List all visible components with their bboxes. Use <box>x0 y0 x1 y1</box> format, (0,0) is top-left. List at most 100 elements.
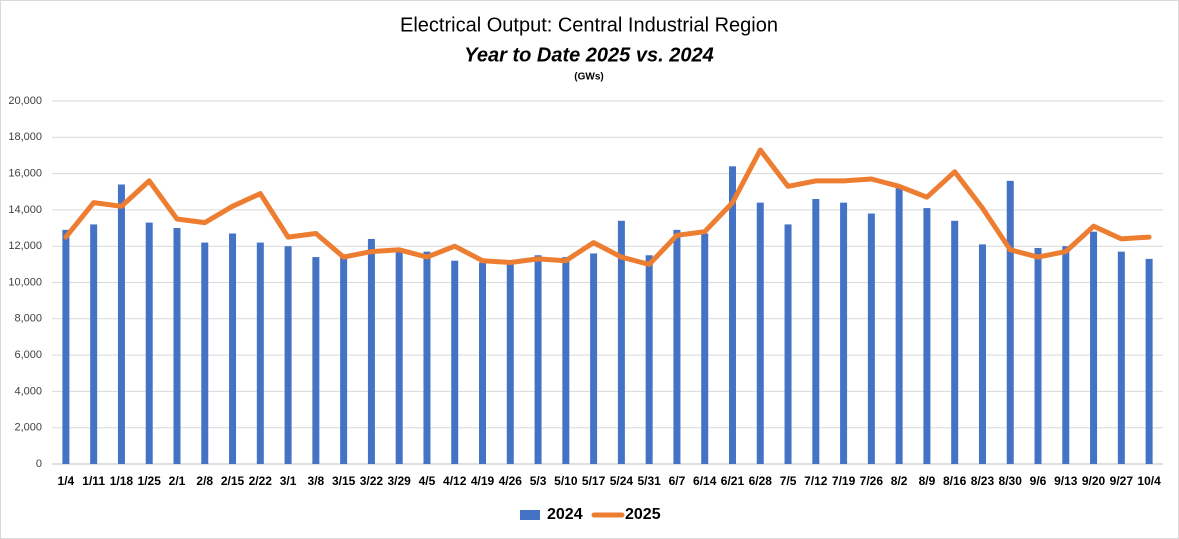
x-tick-label: 6/7 <box>669 474 686 488</box>
x-tick-label: 5/24 <box>610 474 634 488</box>
bar <box>534 255 542 464</box>
bar <box>784 224 792 464</box>
x-tick-label: 1/4 <box>58 474 75 488</box>
x-tick-label: 3/15 <box>332 474 356 488</box>
bar <box>867 213 875 464</box>
bar <box>756 202 764 464</box>
bar <box>590 253 598 464</box>
legend-swatch <box>520 510 540 520</box>
y-tick-label: 10,000 <box>8 276 42 288</box>
x-tick-label: 10/4 <box>1137 474 1161 488</box>
bar <box>728 166 736 464</box>
x-tick-label: 8/16 <box>943 474 967 488</box>
x-tick-label: 6/21 <box>721 474 745 488</box>
x-tick-label: 3/8 <box>308 474 325 488</box>
bar <box>117 184 125 465</box>
bar <box>951 220 959 464</box>
bar <box>340 257 348 464</box>
x-tick-label: 8/23 <box>971 474 995 488</box>
x-tick-label: 2/22 <box>249 474 273 488</box>
bar <box>1062 246 1070 464</box>
x-tick-label: 7/5 <box>780 474 797 488</box>
bar <box>923 208 931 464</box>
y-tick-label: 12,000 <box>8 240 42 252</box>
y-tick-label: 8,000 <box>14 313 42 325</box>
y-tick-label: 18,000 <box>8 131 42 143</box>
y-tick-label: 20,000 <box>8 95 42 107</box>
bar <box>395 251 403 464</box>
bar <box>1034 248 1042 464</box>
x-tick-label: 5/10 <box>554 474 578 488</box>
bar <box>284 246 292 464</box>
x-tick-label: 3/1 <box>280 474 297 488</box>
bar <box>451 260 459 464</box>
chart-title: Electrical Output: Central Industrial Re… <box>400 14 778 36</box>
legend-label: 2024 <box>547 506 583 523</box>
bar <box>479 262 487 464</box>
bar <box>367 238 375 464</box>
bar <box>1090 231 1098 464</box>
x-tick-label: 4/19 <box>471 474 495 488</box>
line <box>63 147 1152 267</box>
x-tick-label: 5/31 <box>637 474 661 488</box>
bar <box>812 199 820 464</box>
x-tick-label: 8/2 <box>891 474 908 488</box>
y-tick-label: 14,000 <box>8 204 42 216</box>
y-tick-label: 4,000 <box>14 385 42 397</box>
x-tick-label: 4/26 <box>499 474 523 488</box>
bar <box>617 220 625 464</box>
x-tick-label: 1/18 <box>110 474 134 488</box>
bar <box>895 188 903 464</box>
bar <box>506 262 514 464</box>
x-tick-label: 4/12 <box>443 474 467 488</box>
legend-label: 2025 <box>625 506 661 523</box>
x-tick-label: 1/25 <box>138 474 162 488</box>
bar <box>562 257 570 464</box>
bar <box>840 202 848 464</box>
x-tick-label: 2/1 <box>169 474 186 488</box>
x-tick-label: 9/20 <box>1082 474 1106 488</box>
bar <box>90 224 98 464</box>
x-tick-label: 4/5 <box>419 474 436 488</box>
bar <box>701 233 709 464</box>
y-tick-label: 0 <box>36 458 42 470</box>
bar <box>256 242 264 464</box>
y-tick-label: 2,000 <box>14 422 42 434</box>
units-label: (GWs) <box>574 72 603 83</box>
bar <box>645 255 653 464</box>
x-tick-label: 1/11 <box>82 474 105 488</box>
bar <box>978 244 986 464</box>
y-tick-label: 6,000 <box>14 349 42 361</box>
x-tick-label: 7/26 <box>860 474 884 488</box>
x-tick-label: 5/17 <box>582 474 606 488</box>
x-tick-label: 7/19 <box>832 474 856 488</box>
x-tick-label: 6/14 <box>693 474 717 488</box>
x-tick-label: 9/27 <box>1110 474 1134 488</box>
bar <box>312 257 320 464</box>
x-tick-label: 2/15 <box>221 474 245 488</box>
bar <box>173 228 181 464</box>
bar <box>201 242 209 464</box>
bar <box>1006 180 1014 465</box>
x-tick-label: 8/30 <box>999 474 1023 488</box>
bar <box>1145 258 1153 464</box>
chart-subtitle: Year to Date 2025 vs. 2024 <box>464 44 713 66</box>
x-tick-label: 2/8 <box>196 474 213 488</box>
x-tick-label: 8/9 <box>919 474 936 488</box>
x-tick-label: 3/29 <box>388 474 412 488</box>
x-tick-label: 7/12 <box>804 474 828 488</box>
x-tick-label: 5/3 <box>530 474 547 488</box>
bar <box>62 229 70 464</box>
bar <box>673 229 681 464</box>
bar <box>423 251 431 464</box>
x-tick-label: 9/6 <box>1030 474 1047 488</box>
y-tick-label: 16,000 <box>8 168 42 180</box>
bar <box>229 233 237 464</box>
bar <box>145 222 153 464</box>
x-tick-label: 9/13 <box>1054 474 1078 488</box>
bar <box>1117 251 1125 464</box>
x-tick-label: 6/28 <box>749 474 773 488</box>
x-tick-label: 3/22 <box>360 474 384 488</box>
